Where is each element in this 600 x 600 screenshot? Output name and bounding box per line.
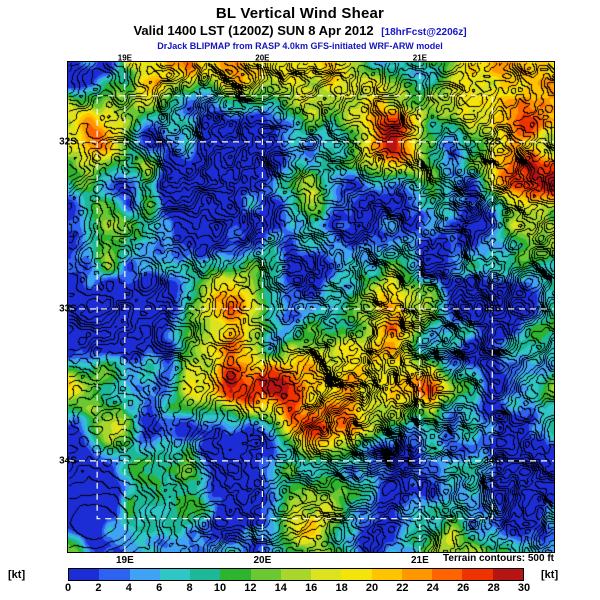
colorbar-segment-6 bbox=[250, 569, 281, 580]
lat-label-left-33S: 33S bbox=[59, 303, 77, 315]
colorbar-segment-14 bbox=[492, 569, 523, 580]
colorbar-tick-30: 30 bbox=[517, 582, 531, 594]
lon-label-bottom-20E: 20E bbox=[253, 555, 272, 566]
lon-label-top-20E: 20E bbox=[255, 53, 270, 63]
lat-label-right-32S: 32S bbox=[483, 136, 502, 148]
colorbar-segment-13 bbox=[462, 569, 493, 580]
colorbar-segment-4 bbox=[190, 569, 221, 580]
colorbar-segment-5 bbox=[220, 569, 251, 580]
colorbar-segment-1 bbox=[99, 569, 130, 580]
colorbar-tick-24: 24 bbox=[426, 582, 439, 594]
forecast-tag: [18hrFcst@2206z] bbox=[381, 27, 467, 38]
lon-label-top-19E: 19E bbox=[117, 53, 132, 63]
colorbar-tick-16: 16 bbox=[305, 582, 318, 594]
colorbar-tick-20: 20 bbox=[365, 582, 379, 594]
lat-label-right-33S: 33S bbox=[483, 303, 502, 315]
lon-label-bottom-19E: 19E bbox=[115, 555, 134, 566]
colorbar-tick-10: 10 bbox=[213, 582, 227, 594]
colorbar-tick-18: 18 bbox=[335, 582, 348, 594]
colorbar-segment-3 bbox=[159, 569, 191, 580]
lat-label-right-34S: 34S bbox=[483, 455, 502, 467]
colorbar-tick-4: 4 bbox=[125, 582, 132, 594]
colorbar-segment-12 bbox=[432, 569, 463, 580]
colorbar-tick-22: 22 bbox=[396, 582, 409, 594]
colorbar-tick-12: 12 bbox=[244, 582, 257, 594]
map-grid-overlay bbox=[68, 62, 554, 552]
colorbar bbox=[68, 568, 524, 581]
colorbar-segment-9 bbox=[341, 569, 372, 580]
colorbar-tick-26: 26 bbox=[457, 582, 470, 594]
lon-label-top-21E: 21E bbox=[412, 53, 427, 63]
colorbar-segment-7 bbox=[280, 569, 312, 580]
map-area: 19E 19E 20E 20E 21E 21E 32S 32S 33S 33S 34S 34S bbox=[59, 54, 555, 566]
terrain-contour-note: Terrain contours: 500 ft bbox=[443, 553, 554, 564]
colorbar-segment-2 bbox=[129, 569, 160, 580]
colorbar-tick-14: 14 bbox=[274, 582, 287, 594]
colorbar-segment-11 bbox=[401, 569, 433, 580]
valid-time-line: Valid 1400 LST (1200Z) SUN 8 Apr 2012 [1… bbox=[0, 23, 600, 38]
colorbar-segment-10 bbox=[371, 569, 402, 580]
model-attribution: DrJack BLIPMAP from RASP 4.0km GFS-initi… bbox=[157, 41, 443, 51]
colorbar-ticks: 0 2 4 6 8 10 12 14 16 18 20 22 24 26 28 30 bbox=[64, 582, 530, 596]
colorbar-unit-right: [kt] bbox=[541, 569, 559, 581]
colorbar-row: [kt] 0 2 4 6 8 10 12 14 16 18 20 22 24 26 28 30 [kt] bbox=[0, 568, 600, 598]
shear-field-canvas bbox=[68, 62, 554, 552]
colorbar-segment-0 bbox=[69, 569, 100, 580]
colorbar-tick-8: 8 bbox=[186, 582, 193, 594]
valid-time-text: Valid 1400 LST (1200Z) SUN 8 Apr 2012 bbox=[133, 23, 374, 38]
colorbar-tick-0: 0 bbox=[64, 582, 72, 594]
colorbar-tick-2: 2 bbox=[95, 582, 102, 594]
colorbar-tick-28: 28 bbox=[487, 582, 500, 594]
lat-label-left-32S: 32S bbox=[59, 136, 77, 148]
lat-label-left-34S: 34S bbox=[59, 455, 77, 467]
domain-boundary-box bbox=[96, 95, 493, 520]
page-title: BL Vertical Wind Shear bbox=[215, 5, 385, 22]
colorbar-unit-left: [kt] bbox=[8, 569, 26, 581]
colorbar-segment-8 bbox=[311, 569, 342, 580]
colorbar-tick-6: 6 bbox=[156, 582, 163, 594]
lon-label-bottom-21E: 21E bbox=[410, 555, 429, 566]
colorbar-segments bbox=[68, 568, 524, 581]
